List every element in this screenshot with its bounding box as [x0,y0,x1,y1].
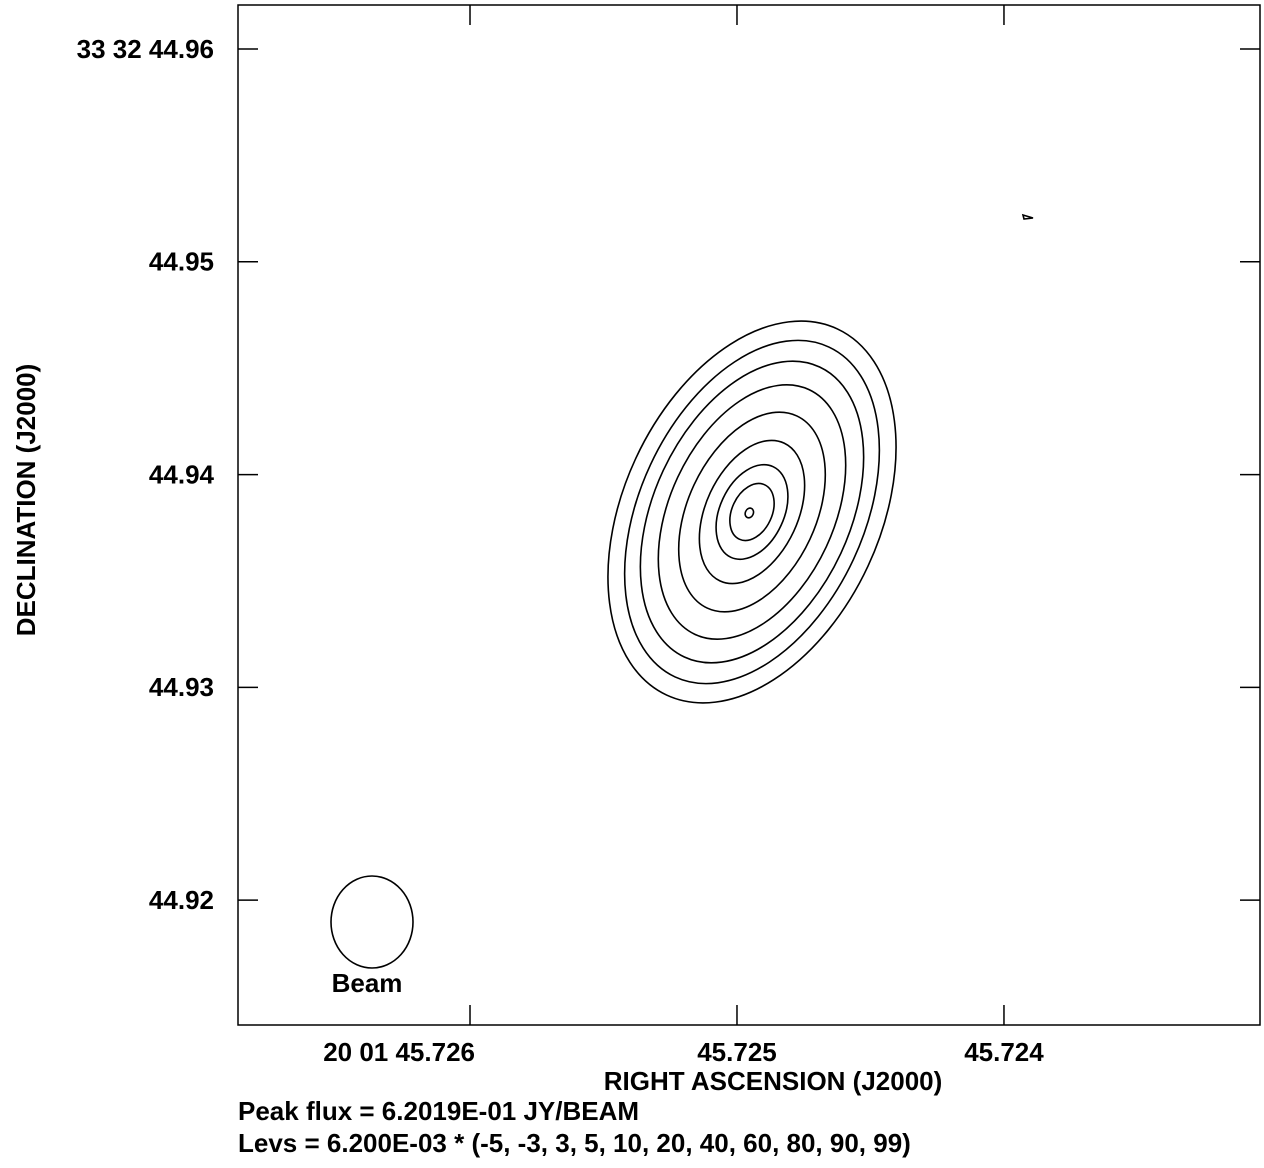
y-axis-label: DECLINATION (J2000) [11,364,41,637]
y-tick-label: 44.92 [149,885,214,915]
note: Levs = 6.200E-03 * (-5, -3, 3, 5, 10, 20… [238,1128,911,1158]
x-tick-label: 45.725 [697,1037,777,1067]
y-tick-label: 44.94 [149,459,215,489]
contour [1021,213,1034,220]
plot-frame [237,4,1261,1026]
beam-label: Beam [332,968,403,998]
x-tick-label: 45.724 [964,1037,1044,1067]
y-tick-label: 44.93 [149,672,214,702]
contour [715,463,789,561]
contour [729,482,775,542]
contours [607,320,897,704]
note: Peak flux = 6.2019E-01 JY/BEAM [238,1096,639,1126]
y-tick-label: 33 32 44.96 [77,34,214,64]
x-tick-label: 20 01 45.726 [323,1037,475,1067]
beam [330,875,414,969]
contour [607,320,897,704]
contour [744,507,755,519]
contour [677,411,827,613]
contour [698,439,806,585]
contour [639,360,865,664]
contour [623,339,881,685]
contour [657,384,847,640]
y-tick-label: 44.95 [149,247,214,277]
x-axis-label: RIGHT ASCENSION (J2000) [604,1066,943,1096]
